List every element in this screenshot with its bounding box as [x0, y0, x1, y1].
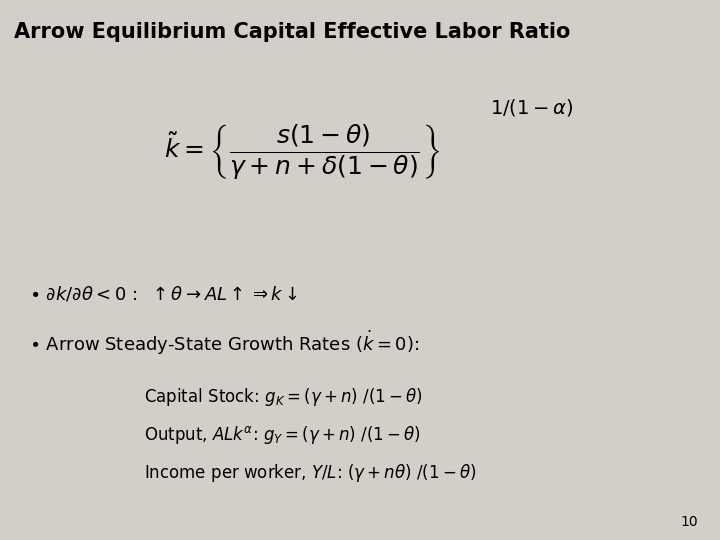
Text: $\bullet$ Arrow Steady-State Growth Rates ($\dot{k} = 0$):: $\bullet$ Arrow Steady-State Growth Rate… [29, 329, 419, 357]
Text: $1/(1 - \alpha)$: $1/(1 - \alpha)$ [490, 98, 573, 118]
Text: Output, $ALk^{\alpha}$: $g_Y =(\gamma + n)$ $/(1-\theta)$: Output, $ALk^{\alpha}$: $g_Y =(\gamma + … [144, 424, 421, 446]
Text: Capital Stock: $g_K = (\gamma + n)$ $/(1-\theta)$: Capital Stock: $g_K = (\gamma + n)$ $/(1… [144, 386, 423, 408]
Text: $\tilde{k} = \left\{ \dfrac{s(1-\theta)}{\gamma + n + \delta(1-\theta)} \right\}: $\tilde{k} = \left\{ \dfrac{s(1-\theta)}… [164, 122, 441, 181]
Text: Income per worker, $Y/L$: $(\gamma + n\theta)$ $/(1-\theta)$: Income per worker, $Y/L$: $(\gamma + n\t… [144, 462, 477, 483]
Text: $\bullet$ $\partial k/\partial\theta < 0$ :  $\uparrow\theta \rightarrow AL\upar: $\bullet$ $\partial k/\partial\theta < 0… [29, 285, 297, 304]
Text: 10: 10 [681, 515, 698, 529]
Text: Arrow Equilibrium Capital Effective Labor Ratio: Arrow Equilibrium Capital Effective Labo… [14, 22, 571, 42]
